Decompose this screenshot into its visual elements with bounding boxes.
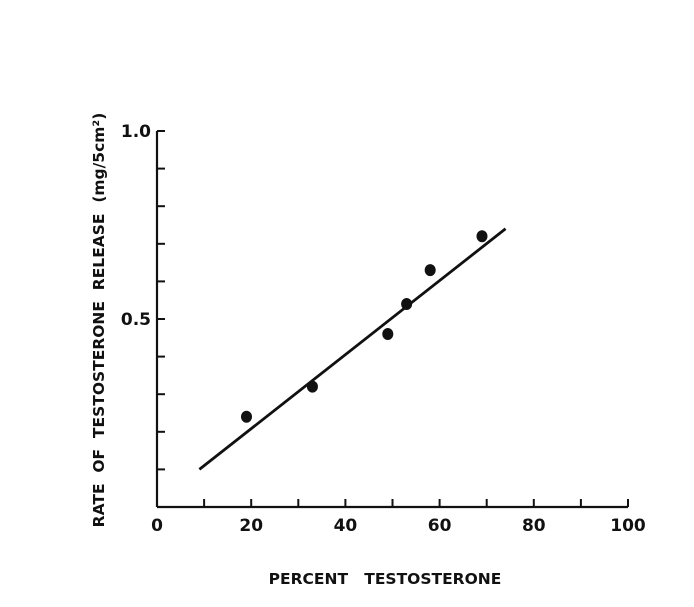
- x-tick-label: 20: [239, 516, 263, 536]
- data-point: [476, 230, 488, 243]
- x-tick-label: 0: [151, 516, 163, 536]
- x-tick-label: 40: [334, 516, 358, 536]
- x-axis-title: PERCENT TESTOSTERONE: [269, 570, 502, 588]
- regression-line: [198, 227, 507, 471]
- y-axis-title: RATE OF TESTOSTERONE RELEASE (mg/5cm²): [90, 113, 108, 528]
- data-point: [240, 410, 252, 423]
- y-tick-label: 1.0: [121, 122, 151, 142]
- x-tick-label: 60: [428, 516, 452, 536]
- x-tick-label: 100: [610, 516, 646, 536]
- y-tick-label: 0.5: [121, 310, 151, 330]
- data-point: [424, 264, 436, 277]
- data-point: [382, 328, 394, 341]
- x-tick-label: 80: [522, 516, 546, 536]
